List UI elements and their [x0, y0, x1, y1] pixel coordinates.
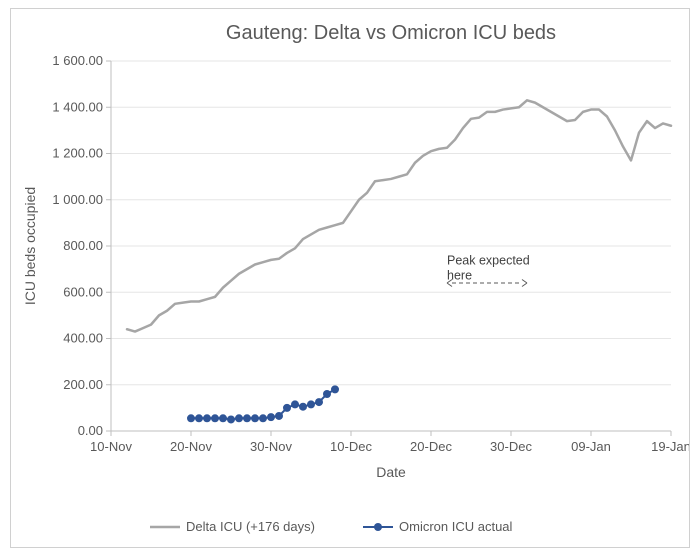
- series-marker-1: [259, 414, 267, 422]
- y-tick-label: 800.00: [63, 238, 103, 253]
- y-tick-label: 200.00: [63, 377, 103, 392]
- annotation-text-1: Peak expected: [447, 254, 530, 268]
- y-tick-label: 400.00: [63, 331, 103, 346]
- y-tick-label: 600.00: [63, 284, 103, 299]
- x-axis-label: Date: [376, 464, 406, 480]
- y-tick-label: 1 200.00: [52, 146, 103, 161]
- series-marker-1: [283, 404, 291, 412]
- series-marker-1: [243, 414, 251, 422]
- legend-marker-1: [374, 523, 382, 531]
- series-marker-1: [299, 403, 307, 411]
- x-tick-label: 30-Nov: [250, 439, 292, 454]
- series-marker-1: [203, 414, 211, 422]
- series-marker-1: [219, 414, 227, 422]
- series-marker-1: [315, 398, 323, 406]
- series-marker-1: [211, 414, 219, 422]
- series-marker-1: [187, 414, 195, 422]
- y-tick-label: 0.00: [78, 423, 103, 438]
- series-marker-1: [331, 385, 339, 393]
- series-marker-1: [195, 414, 203, 422]
- x-tick-label: 09-Jan: [571, 439, 611, 454]
- x-tick-label: 30-Dec: [490, 439, 532, 454]
- series-marker-1: [227, 415, 235, 423]
- series-marker-1: [235, 414, 243, 422]
- legend-label-1: Omicron ICU actual: [399, 519, 513, 534]
- y-tick-label: 1 000.00: [52, 192, 103, 207]
- x-tick-label: 20-Nov: [170, 439, 212, 454]
- series-line-0: [127, 100, 671, 331]
- series-marker-1: [323, 390, 331, 398]
- series-marker-1: [275, 412, 283, 420]
- chart-svg: Gauteng: Delta vs Omicron ICU beds 0.00 20…: [11, 9, 689, 547]
- x-tick-label: 10-Dec: [330, 439, 372, 454]
- series-marker-1: [267, 413, 275, 421]
- y-axis-label: ICU beds occupied: [22, 187, 38, 305]
- x-tick-label: 19-Jan: [651, 439, 689, 454]
- series-marker-1: [307, 400, 315, 408]
- y-tick-label: 1 400.00: [52, 99, 103, 114]
- legend-label-0: Delta ICU (+176 days): [186, 519, 315, 534]
- chart-title: Gauteng: Delta vs Omicron ICU beds: [226, 22, 556, 44]
- series-marker-1: [291, 400, 299, 408]
- series-marker-1: [251, 414, 259, 422]
- x-tick-label: 10-Nov: [90, 439, 132, 454]
- x-tick-label: 20-Dec: [410, 439, 452, 454]
- y-tick-label: 1 600.00: [52, 53, 103, 68]
- annotation-arrowhead: [522, 280, 527, 287]
- chart-container: Gauteng: Delta vs Omicron ICU beds 0.00 20…: [10, 8, 690, 548]
